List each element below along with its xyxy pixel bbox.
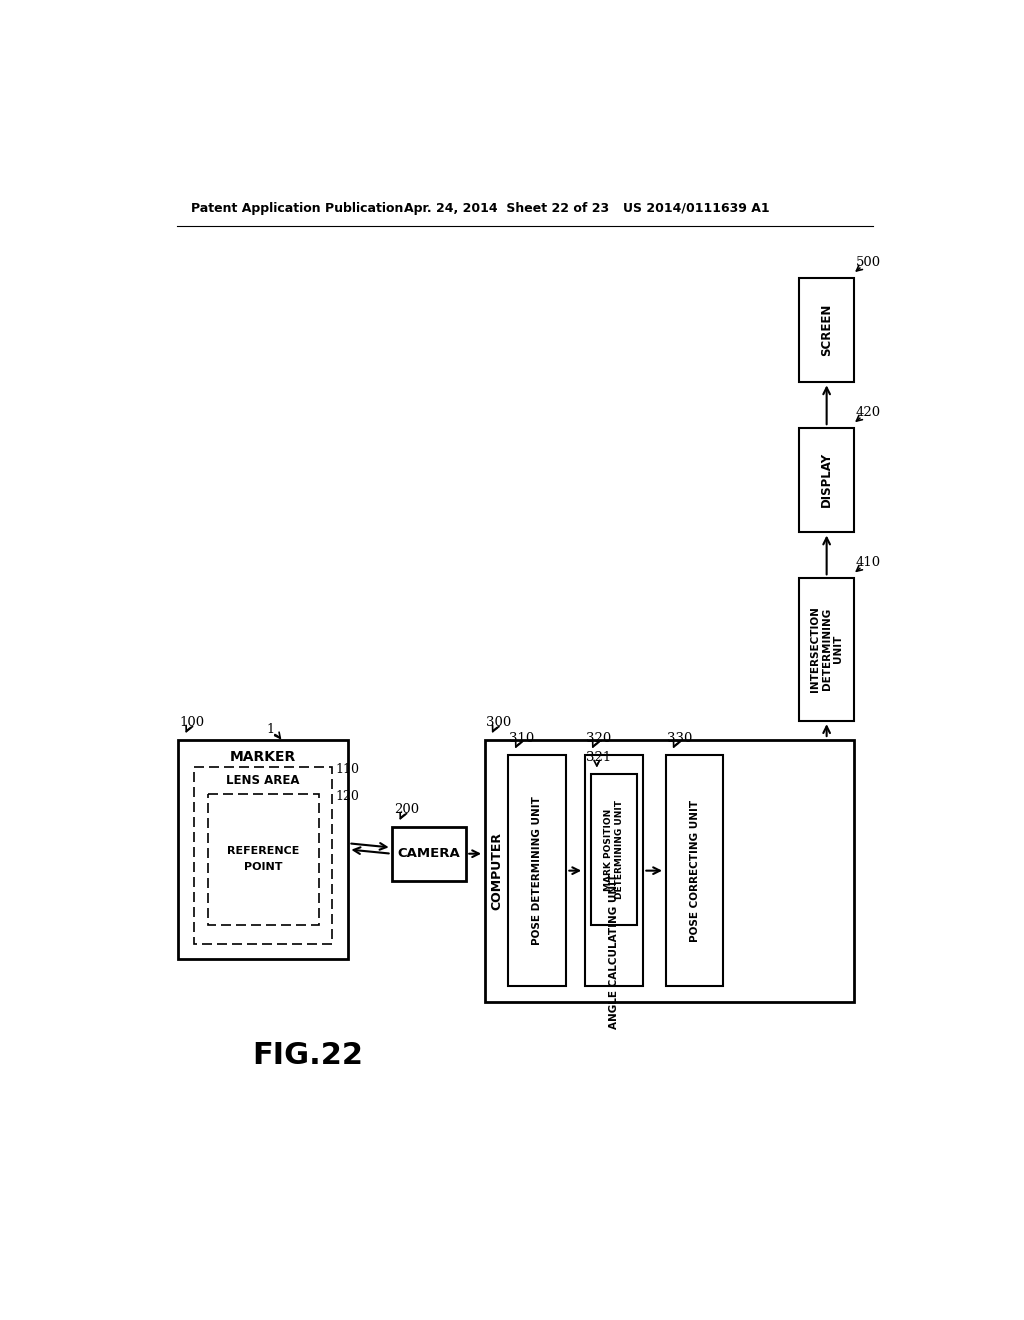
Text: 330: 330 [668, 731, 692, 744]
Text: 320: 320 [587, 731, 611, 744]
Text: 310: 310 [509, 731, 535, 744]
Text: ANGLE CALCULATING UNIT: ANGLE CALCULATING UNIT [608, 874, 618, 1030]
Bar [799, 428, 854, 532]
Bar [591, 775, 637, 924]
Bar [194, 767, 333, 944]
Bar [392, 826, 466, 880]
Bar [585, 755, 643, 986]
Bar [799, 578, 854, 721]
Text: Patent Application Publication: Patent Application Publication [190, 202, 403, 215]
Text: Apr. 24, 2014  Sheet 22 of 23: Apr. 24, 2014 Sheet 22 of 23 [403, 202, 609, 215]
Text: MARKER: MARKER [229, 750, 296, 764]
Text: 120: 120 [336, 791, 359, 804]
Text: LENS AREA: LENS AREA [226, 774, 300, 787]
Text: MARK POSITION
DETERMINING UNIT: MARK POSITION DETERMINING UNIT [604, 800, 624, 899]
Text: SCREEN: SCREEN [820, 304, 834, 356]
Text: FIG.22: FIG.22 [252, 1041, 364, 1071]
Text: 1: 1 [266, 723, 274, 737]
Text: 500: 500 [856, 256, 881, 269]
Text: US 2014/0111639 A1: US 2014/0111639 A1 [624, 202, 770, 215]
Text: POSE DETERMINING UNIT: POSE DETERMINING UNIT [531, 796, 542, 945]
Bar [208, 793, 319, 924]
Bar [799, 277, 854, 381]
Text: DISPLAY: DISPLAY [820, 453, 834, 507]
Bar [666, 755, 724, 986]
Bar [508, 755, 565, 986]
Text: 321: 321 [587, 751, 611, 764]
Bar [484, 739, 854, 1002]
Text: 200: 200 [394, 804, 419, 816]
Text: INTERSECTION
DETERMINING
UNIT: INTERSECTION DETERMINING UNIT [810, 606, 843, 692]
Text: 100: 100 [180, 717, 205, 730]
Text: CAMERA: CAMERA [397, 847, 461, 861]
Text: 110: 110 [336, 763, 359, 776]
Text: 420: 420 [856, 407, 881, 418]
Text: POSE CORRECTING UNIT: POSE CORRECTING UNIT [689, 800, 699, 941]
Text: 300: 300 [486, 717, 512, 730]
Text: REFERENCE: REFERENCE [227, 846, 300, 857]
Bar [178, 739, 348, 960]
Text: POINT: POINT [244, 862, 283, 871]
Text: 410: 410 [856, 556, 881, 569]
Text: COMPUTER: COMPUTER [490, 832, 504, 909]
